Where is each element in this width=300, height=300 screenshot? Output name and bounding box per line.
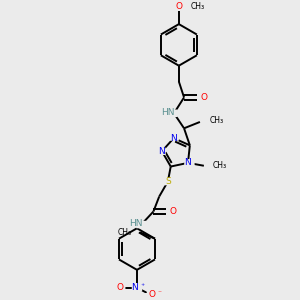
FancyBboxPatch shape [175, 2, 185, 10]
Text: O: O [169, 207, 176, 216]
Text: N: N [158, 147, 165, 156]
FancyBboxPatch shape [168, 208, 178, 215]
FancyBboxPatch shape [115, 284, 125, 292]
Text: N: N [170, 134, 177, 142]
Text: O: O [200, 93, 207, 102]
FancyBboxPatch shape [163, 178, 173, 185]
Text: HN: HN [161, 108, 174, 117]
FancyBboxPatch shape [199, 94, 209, 101]
Text: O: O [117, 283, 124, 292]
FancyBboxPatch shape [169, 133, 179, 141]
Text: N: N [131, 283, 138, 292]
FancyBboxPatch shape [184, 159, 195, 166]
Text: O: O [148, 290, 155, 299]
Text: ⁻: ⁻ [158, 289, 161, 298]
FancyBboxPatch shape [167, 110, 178, 117]
Text: S: S [165, 177, 171, 186]
Text: HN: HN [129, 220, 143, 229]
Text: ⁺: ⁺ [140, 282, 144, 291]
FancyBboxPatch shape [136, 221, 146, 228]
FancyBboxPatch shape [155, 148, 166, 155]
Text: CH₃: CH₃ [191, 2, 205, 11]
FancyBboxPatch shape [147, 291, 157, 298]
Text: CH₃: CH₃ [210, 116, 224, 125]
Text: CH₃: CH₃ [118, 228, 132, 237]
Text: CH₃: CH₃ [212, 161, 226, 170]
FancyBboxPatch shape [132, 284, 142, 292]
Text: O: O [176, 2, 182, 11]
Text: N: N [184, 158, 191, 167]
